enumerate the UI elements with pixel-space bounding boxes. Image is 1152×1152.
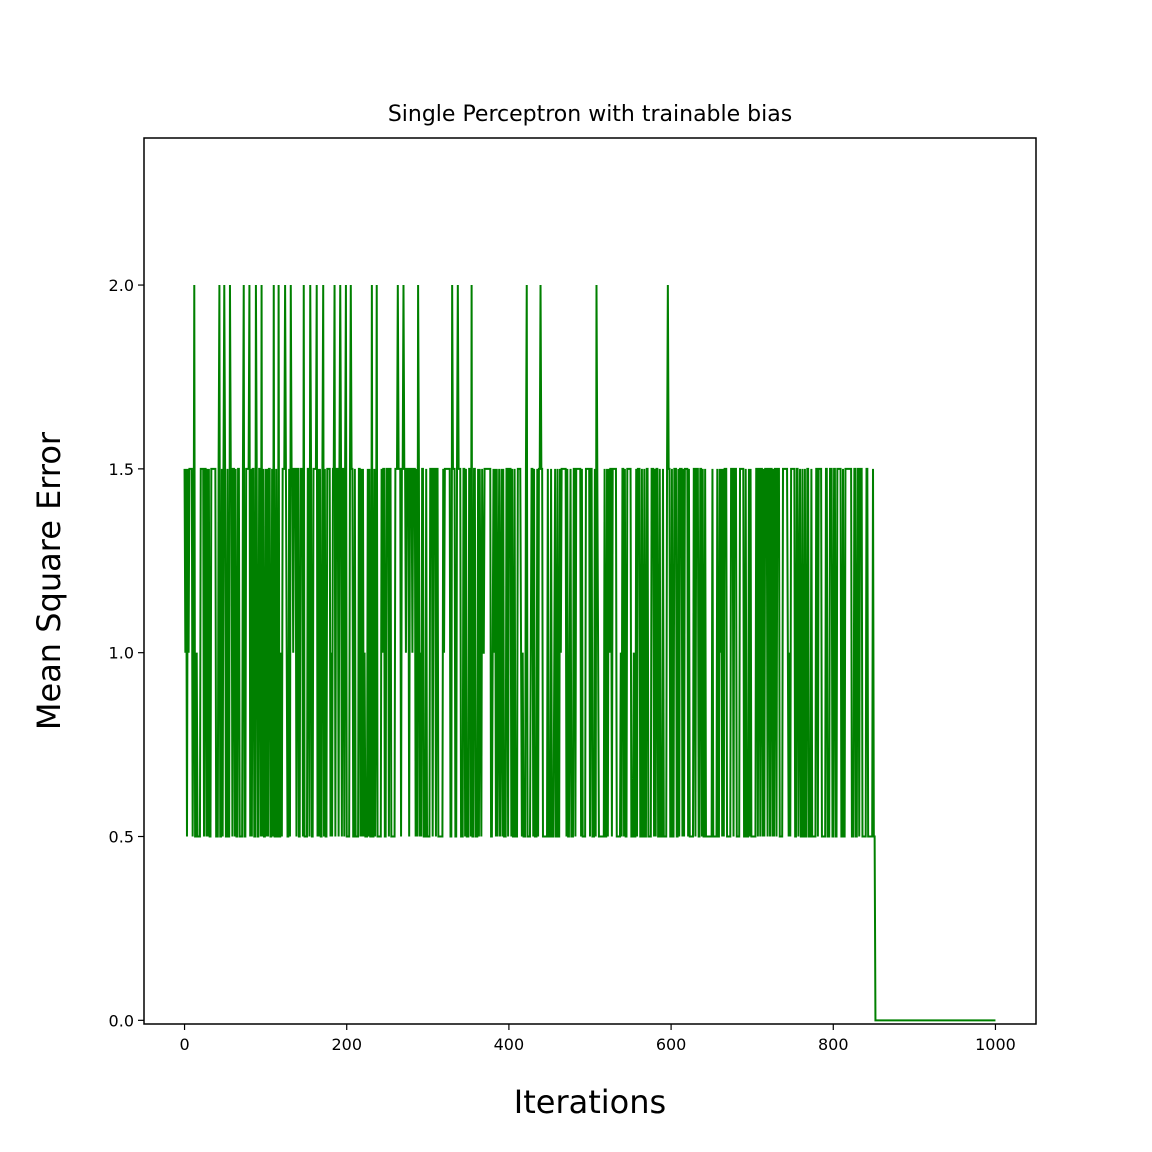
chart-title: Single Perceptron with trainable bias — [388, 102, 792, 127]
plot-frame — [143, 137, 1037, 1025]
y-tick-label: 0.5 — [109, 828, 134, 847]
series-line — [183, 285, 996, 1022]
y-tick-label: 0.0 — [109, 1011, 134, 1030]
y-axis-label: Mean Square Error — [30, 431, 68, 730]
x-axis: 0 200 400 600 800 1000 — [179, 1024, 1016, 1054]
x-tick-label: 0 — [179, 1035, 189, 1054]
y-tick-label: 2.0 — [109, 276, 134, 295]
x-tick-label: 600 — [656, 1035, 687, 1054]
plot-area — [183, 285, 996, 1022]
x-tick-label: 800 — [818, 1035, 849, 1054]
x-tick-label: 400 — [494, 1035, 525, 1054]
x-tick-label: 1000 — [975, 1035, 1016, 1054]
x-axis-label: Iterations — [514, 1083, 666, 1121]
y-tick-label: 1.0 — [109, 644, 134, 663]
y-axis: 0.0 0.5 1.0 1.5 2.0 — [109, 276, 144, 1030]
x-tick-label: 200 — [331, 1035, 362, 1054]
y-tick-label: 1.5 — [109, 460, 134, 479]
